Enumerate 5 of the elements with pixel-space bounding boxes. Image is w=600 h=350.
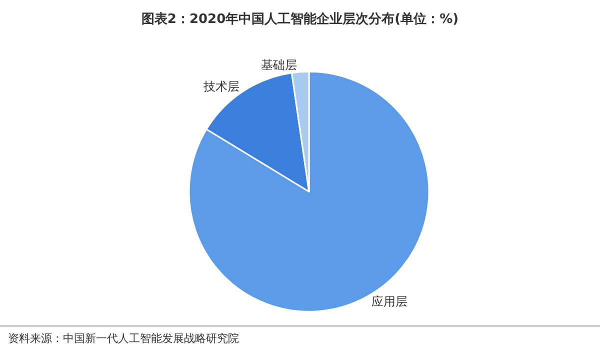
slice-label: 基础层 (260, 58, 297, 72)
text: 资料来源：中国新一代人工智能发展战略研究院 (8, 332, 239, 345)
slice-label: 技术层 (202, 80, 240, 94)
chart-title: 图表2：2020年中国人工智能企业层次分布(单位：%) (141, 11, 459, 28)
slice-label: 应用层 (371, 294, 408, 309)
